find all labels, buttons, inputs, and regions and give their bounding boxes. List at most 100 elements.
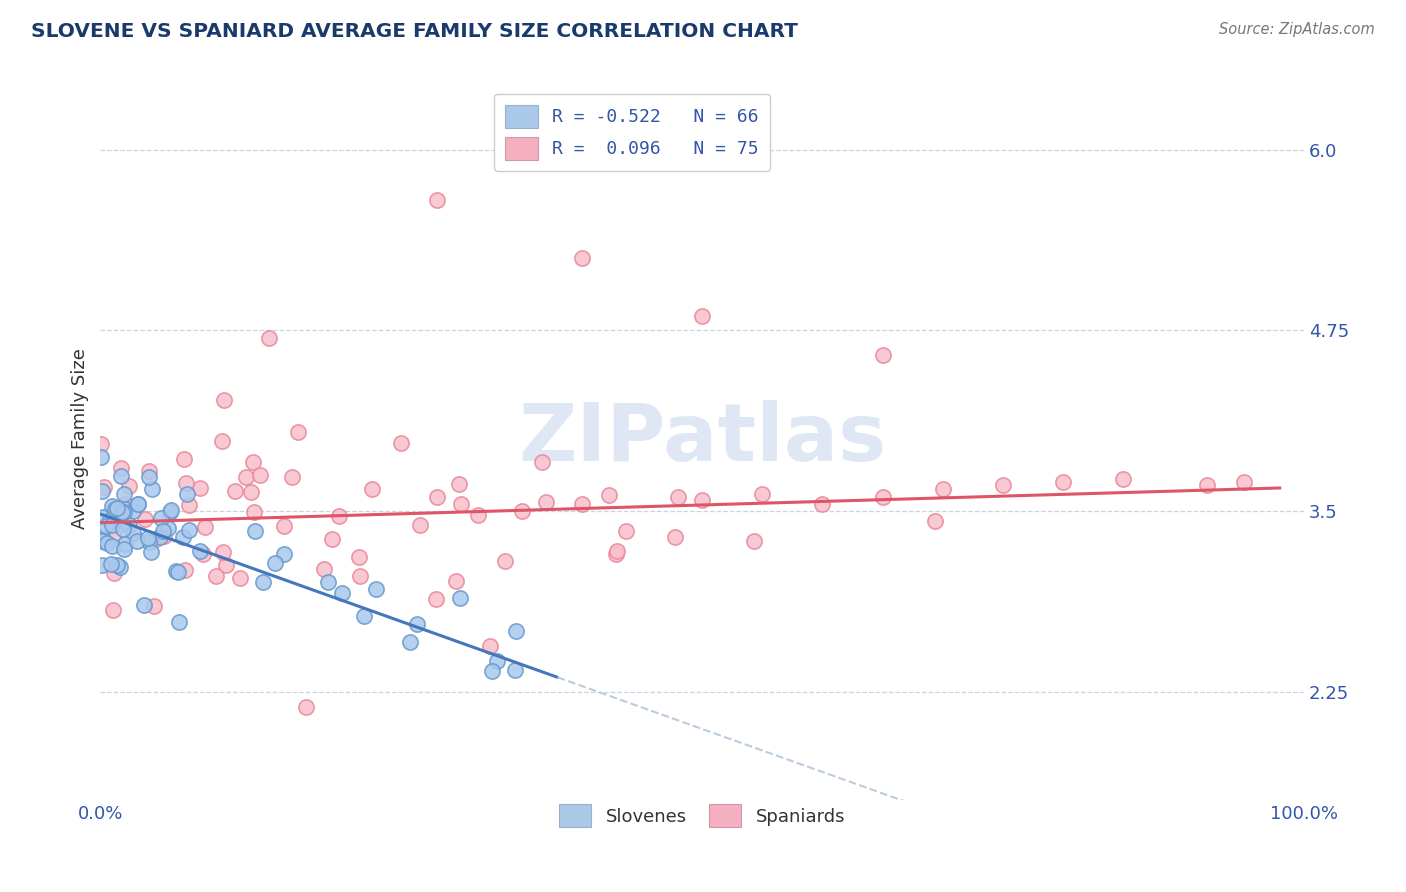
Point	[105, 501, 128, 516]
Point	[141, 545, 163, 559]
Point	[425, 592, 447, 607]
Point	[316, 574, 339, 589]
Point	[328, 508, 350, 523]
Point	[242, 455, 264, 469]
Point	[931, 483, 953, 497]
Point	[174, 563, 197, 577]
Point	[136, 531, 159, 545]
Point	[664, 529, 686, 543]
Point	[91, 509, 114, 524]
Point	[191, 547, 214, 561]
Point	[494, 553, 516, 567]
Point	[450, 497, 472, 511]
Point	[1112, 472, 1135, 486]
Point	[157, 521, 180, 535]
Point	[314, 561, 336, 575]
Point	[138, 534, 160, 549]
Point	[294, 700, 316, 714]
Point	[751, 487, 773, 501]
Point	[153, 528, 176, 542]
Point	[166, 565, 188, 579]
Point	[1197, 478, 1219, 492]
Point	[229, 571, 252, 585]
Point	[142, 599, 165, 613]
Point	[690, 492, 713, 507]
Point	[96, 536, 118, 550]
Point	[114, 502, 136, 516]
Point	[96, 519, 118, 533]
Point	[98, 513, 121, 527]
Point	[150, 511, 173, 525]
Point	[91, 532, 114, 546]
Point	[112, 505, 135, 519]
Point	[132, 599, 155, 613]
Point	[409, 517, 432, 532]
Point	[212, 392, 235, 407]
Point	[399, 635, 422, 649]
Point	[127, 497, 149, 511]
Point	[188, 544, 211, 558]
Point	[666, 490, 689, 504]
Point	[330, 586, 353, 600]
Point	[90, 558, 112, 573]
Point	[505, 624, 527, 639]
Y-axis label: Average Family Size: Average Family Size	[72, 349, 89, 529]
Point	[134, 511, 156, 525]
Point	[127, 533, 149, 548]
Point	[112, 487, 135, 501]
Point	[141, 482, 163, 496]
Point	[90, 450, 112, 465]
Point	[690, 309, 713, 323]
Point	[159, 505, 181, 519]
Point	[503, 663, 526, 677]
Point	[138, 469, 160, 483]
Point	[389, 436, 412, 450]
Point	[122, 504, 145, 518]
Point	[426, 490, 449, 504]
Point	[211, 434, 233, 449]
Point	[467, 508, 489, 522]
Point	[479, 640, 502, 654]
Point	[167, 615, 190, 630]
Point	[90, 533, 112, 548]
Point	[449, 591, 471, 605]
Point	[510, 504, 533, 518]
Point	[205, 569, 228, 583]
Point	[240, 485, 263, 500]
Point	[111, 522, 134, 536]
Point	[252, 574, 274, 589]
Text: Source: ZipAtlas.com: Source: ZipAtlas.com	[1219, 22, 1375, 37]
Point	[447, 477, 470, 491]
Point	[90, 437, 112, 451]
Point	[444, 574, 467, 588]
Point	[224, 484, 246, 499]
Point	[104, 502, 127, 516]
Point	[110, 469, 132, 483]
Point	[160, 502, 183, 516]
Point	[605, 547, 627, 561]
Point	[101, 539, 124, 553]
Point	[742, 534, 765, 549]
Point	[481, 665, 503, 679]
Point	[991, 478, 1014, 492]
Point	[127, 497, 149, 511]
Point	[93, 481, 115, 495]
Point	[257, 331, 280, 345]
Point	[614, 524, 637, 538]
Point	[364, 582, 387, 596]
Point	[485, 654, 508, 668]
Text: SLOVENE VS SPANIARD AVERAGE FAMILY SIZE CORRELATION CHART: SLOVENE VS SPANIARD AVERAGE FAMILY SIZE …	[31, 22, 797, 41]
Point	[105, 503, 128, 517]
Point	[165, 564, 187, 578]
Point	[145, 532, 167, 546]
Point	[111, 505, 134, 519]
Point	[214, 558, 236, 572]
Legend: Slovenes, Spaniards: Slovenes, Spaniards	[551, 797, 852, 835]
Point	[872, 348, 894, 362]
Point	[353, 608, 375, 623]
Point	[321, 533, 343, 547]
Point	[103, 566, 125, 580]
Point	[101, 528, 124, 542]
Point	[347, 550, 370, 565]
Point	[110, 516, 132, 531]
